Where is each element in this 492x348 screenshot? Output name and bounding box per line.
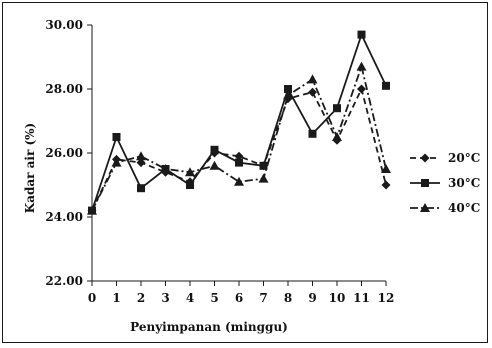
data-point [160, 164, 171, 173]
x-tick-label: 9 [308, 291, 316, 305]
data-point [308, 129, 317, 138]
legend-label: 30°C [448, 176, 480, 190]
x-tick-label: 4 [186, 291, 194, 305]
data-point [112, 133, 121, 141]
data-point [258, 173, 269, 183]
legend-marker [421, 179, 429, 187]
data-point [136, 151, 146, 161]
data-point [356, 61, 367, 71]
data-point [381, 180, 391, 190]
x-tick-label: 12 [378, 291, 395, 305]
data-point [235, 158, 243, 167]
data-point [381, 164, 391, 173]
y-tick-label: 22.00 [45, 274, 83, 288]
y-tick-label: 26.00 [45, 146, 83, 160]
y-tick-label: 30.00 [45, 18, 83, 32]
data-point [308, 87, 317, 97]
data-point [87, 205, 97, 215]
y-tick-label: 28.00 [45, 82, 83, 96]
data-point [333, 104, 341, 113]
legend-item: 30°C [410, 176, 480, 190]
data-point [259, 161, 268, 170]
data-point [357, 84, 366, 94]
x-tick-label: 3 [161, 291, 169, 305]
x-tick-label: 10 [329, 291, 346, 305]
x-tick-label: 11 [353, 291, 370, 305]
x-tick-label: 6 [235, 291, 243, 305]
legend-item: 20°C [410, 151, 480, 165]
chart-frame [2, 2, 488, 343]
data-point [283, 90, 293, 100]
legend-label: 40°C [448, 201, 480, 215]
data-point [185, 167, 195, 177]
series-line [91, 86, 387, 211]
x-tick-label: 8 [284, 291, 292, 305]
x-tick-label: 2 [137, 291, 145, 305]
series-1 [87, 84, 391, 216]
data-point [137, 184, 145, 193]
data-point [210, 145, 219, 154]
data-point [186, 181, 194, 189]
x-tick-label: 5 [210, 291, 218, 305]
data-point [284, 85, 292, 93]
data-point [136, 158, 146, 168]
data-point [382, 81, 390, 90]
x-tick-label: 1 [112, 291, 120, 305]
data-point [234, 151, 244, 161]
y-axis-title: Kadar air (%) [23, 123, 37, 213]
data-point [209, 160, 220, 170]
legend-item: 40°C [410, 201, 480, 215]
y-tick-label: 24.00 [45, 210, 83, 224]
legend-marker [420, 203, 430, 212]
data-point [307, 74, 318, 84]
data-point [234, 176, 244, 186]
data-point [111, 157, 122, 167]
series-line [91, 63, 387, 212]
x-tick-label: 7 [259, 291, 267, 305]
x-axis-title: Penyimpanan (minggu) [130, 320, 288, 334]
legend: 20°C 30°C 40°C [410, 151, 480, 215]
data-point [357, 30, 366, 39]
data-point [332, 132, 342, 141]
x-tick-label: 0 [88, 291, 96, 305]
series-group [87, 30, 391, 216]
legend-label: 20°C [448, 151, 480, 165]
series-3 [87, 61, 391, 215]
legend-marker [420, 153, 430, 163]
